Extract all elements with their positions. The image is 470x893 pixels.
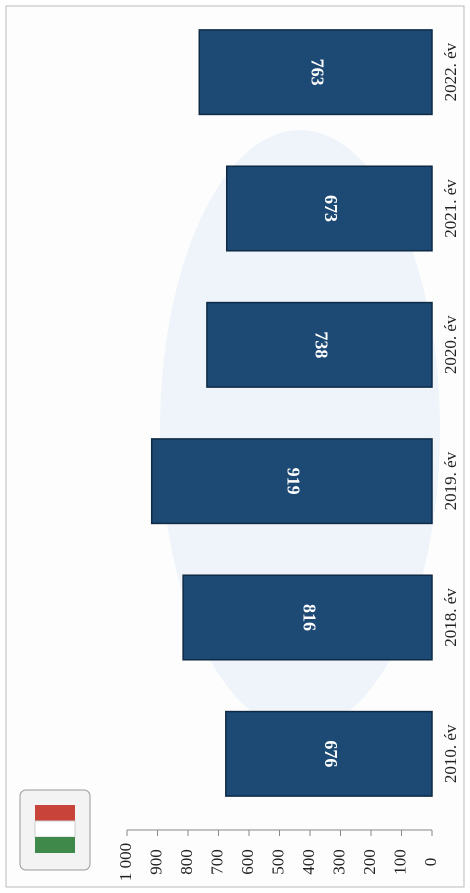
data-label: 673 bbox=[321, 195, 341, 222]
category-label: 2020. év bbox=[441, 315, 460, 374]
data-label: 763 bbox=[308, 59, 328, 86]
x-tick-label: 600 bbox=[238, 849, 257, 875]
x-tick-label: 900 bbox=[146, 849, 165, 875]
x-tick-label: 700 bbox=[207, 849, 226, 875]
bar bbox=[150, 438, 433, 525]
category-label: 2010. év bbox=[441, 724, 460, 783]
x-tick-label: 100 bbox=[390, 849, 409, 875]
bar bbox=[225, 165, 433, 252]
x-tick-label: 1 000 bbox=[116, 843, 135, 881]
category-label: 2022. év bbox=[441, 42, 460, 101]
data-label: 816 bbox=[299, 604, 319, 631]
plot-area: 0 100 200 300 400 500 600 700 800 900 1 000 2010. é… bbox=[116, 29, 460, 881]
bar bbox=[198, 29, 433, 116]
x-tick-label: 800 bbox=[177, 849, 196, 875]
bar bbox=[225, 710, 433, 797]
logo bbox=[19, 789, 91, 871]
category-label: 2019. év bbox=[441, 451, 460, 510]
bar bbox=[182, 574, 433, 661]
category-label: 2021. év bbox=[441, 179, 460, 238]
data-label: 676 bbox=[321, 740, 341, 767]
x-tick-label: 300 bbox=[329, 849, 348, 875]
x-tick-label: 500 bbox=[268, 849, 287, 875]
x-tick-label: 0 bbox=[421, 858, 440, 867]
bar bbox=[206, 301, 433, 388]
x-tick-label: 200 bbox=[360, 849, 379, 875]
data-label: 738 bbox=[311, 331, 331, 358]
x-tick-label: 400 bbox=[299, 849, 318, 875]
category-label: 2018. év bbox=[441, 588, 460, 647]
data-label: 919 bbox=[284, 468, 304, 495]
